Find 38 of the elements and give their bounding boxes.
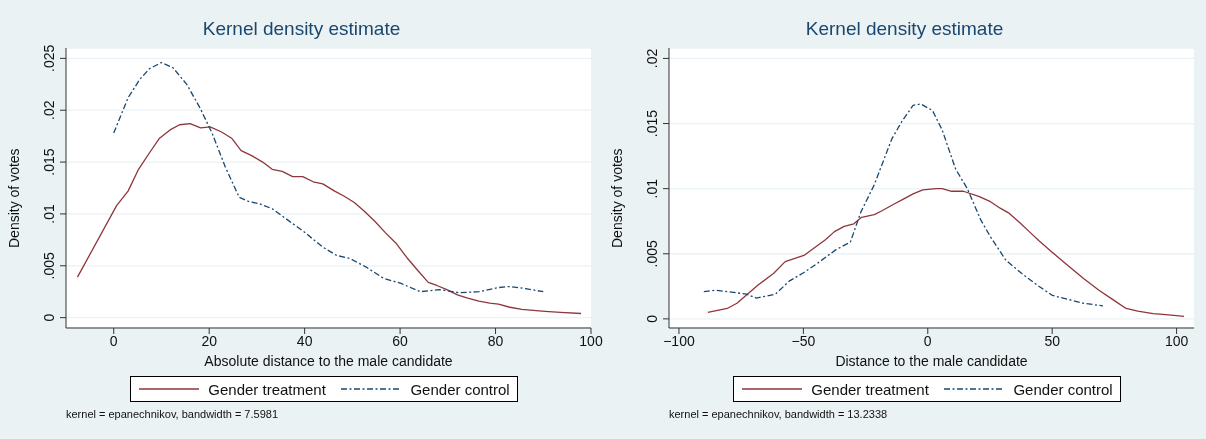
y-tick-label: .005 (644, 239, 660, 268)
text: kernel = epanechnikov, bandwidth = 13.2338 (669, 408, 888, 420)
y-axis-title: Density of votes (5, 148, 22, 248)
x-tick-label: 60 (392, 332, 409, 349)
line-series (707, 188, 1185, 317)
y-tick-label: .02 (41, 100, 57, 120)
line-series (113, 61, 544, 294)
y-tick-label: .02 (644, 48, 660, 69)
chart-title: Kernel density estimate (804, 18, 1005, 40)
x-tick-label: 40 (296, 332, 313, 349)
chart-title: Kernel density estimate (201, 18, 402, 40)
line-series (703, 103, 1104, 307)
y-tick-label: .015 (41, 148, 57, 176)
y-tick-label: .005 (41, 251, 57, 280)
legend-label: Gender control (410, 380, 510, 398)
x-axis-title: Distance to the male candidate (835, 353, 1028, 369)
y-axis-title: Density of votes (608, 148, 625, 248)
y-tick-label: 0 (41, 313, 57, 322)
y-tick-label: 0 (644, 314, 660, 323)
x-tick-label: 50 (1044, 332, 1061, 349)
x-tick-label: 20 (201, 332, 218, 349)
x-tick-label: 0 (109, 332, 118, 349)
x-tick-label: 0 (923, 332, 932, 349)
legend-label: Gender treatment (208, 380, 326, 398)
y-tick-label: .01 (41, 203, 57, 224)
line-series (76, 123, 582, 315)
x-tick-label: 100 (1164, 332, 1189, 349)
y-tick-label: .01 (644, 178, 660, 199)
x-tick-label: 100 (579, 332, 603, 349)
x-axis-title: Absolute distance to the male candidate (204, 353, 453, 369)
y-tick-label: .025 (41, 44, 57, 72)
x-tick-label: −100 (663, 332, 695, 349)
y-tick-label: .015 (644, 109, 660, 138)
legend-label: Gender treatment (811, 380, 929, 398)
x-tick-label: 80 (487, 332, 504, 349)
legend-label: Gender control (1013, 380, 1113, 398)
x-tick-label: −50 (791, 332, 816, 349)
text: kernel = epanechnikov, bandwidth = 7.5981 (66, 408, 279, 420)
